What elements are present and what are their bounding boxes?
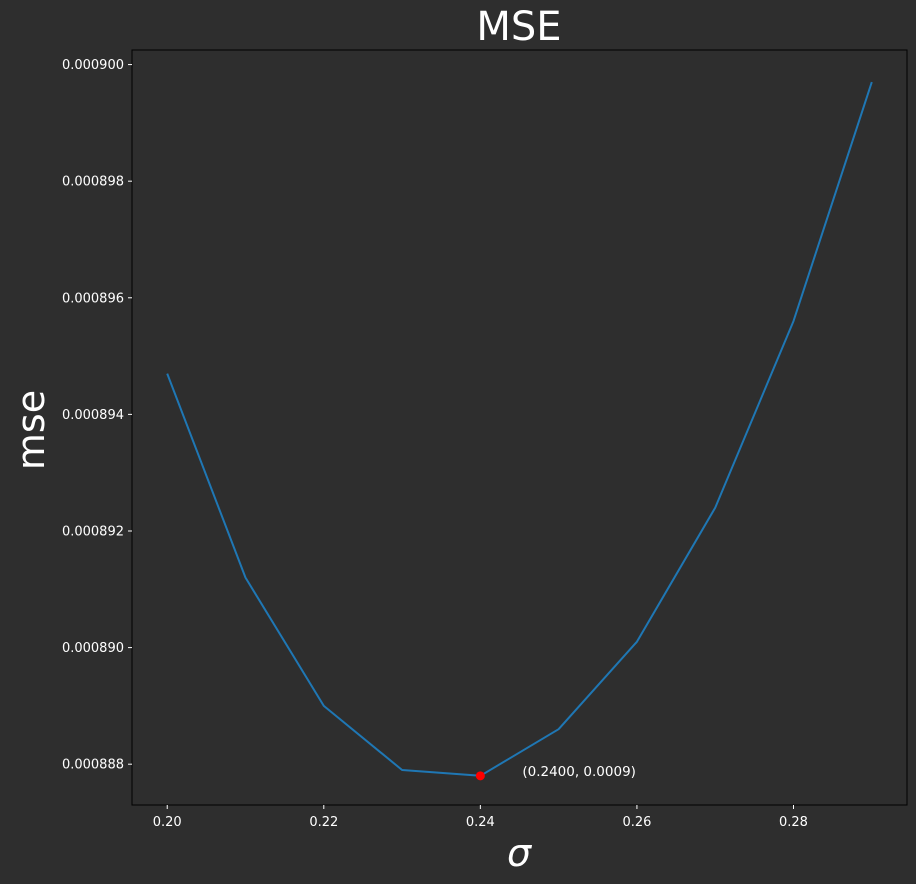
y-tick-label: 0.000888 [62,758,124,773]
data-point [323,705,324,706]
y-tick-label: 0.000890 [62,641,124,656]
x-axis-label: σ [507,831,533,875]
plot-area: 0.20 0.22 0.24 0.26 0.28 0.000888 0.000890 0.00… [62,49,908,830]
data-point [793,321,794,322]
y-axis-label: mse [9,390,53,470]
y-tick-label: 0.000894 [62,408,124,423]
x-tick-label: 0.24 [466,815,495,830]
data-point [167,373,168,374]
x-tick-label: 0.22 [309,815,338,830]
data-point [715,507,716,508]
y-tick-label: 0.000898 [62,175,124,190]
y-tick-label: 0.000892 [62,524,124,539]
mse-series-line [166,81,873,777]
y-tick-label: 0.000896 [62,291,124,306]
x-tick-label: 0.26 [622,815,651,830]
axes-frame [131,49,908,806]
x-tick-label: 0.20 [153,815,182,830]
data-point [871,82,872,83]
data-point [402,770,403,771]
y-tick-label: 0.000900 [62,58,124,73]
data-point [558,729,559,730]
chart-title: MSE [476,4,561,50]
minimum-point-annotation: (0.2400, 0.0009) [522,764,636,780]
minimum-point-marker [475,771,485,781]
data-point [245,577,246,578]
data-point [636,641,637,642]
x-tick-label: 0.28 [779,815,808,830]
